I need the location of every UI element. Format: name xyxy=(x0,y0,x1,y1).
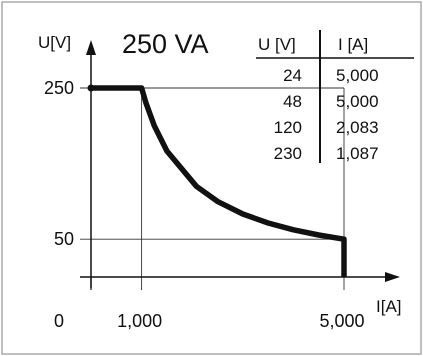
table-cell-current: 5,000 xyxy=(336,66,379,85)
table-cell-voltage: 48 xyxy=(283,92,302,111)
table-cell-voltage: 24 xyxy=(283,66,302,85)
x-tick-label: 1,000 xyxy=(117,311,162,331)
table-cell-voltage: 230 xyxy=(274,144,302,163)
series-start-point xyxy=(87,84,95,92)
y-axis-label: U[V] xyxy=(38,33,71,52)
table-header: U [V] xyxy=(258,35,296,54)
table-cell-current: 2,083 xyxy=(336,118,379,137)
series-layer xyxy=(87,84,347,277)
x-axis-arrow xyxy=(385,272,400,282)
data-table: U [V] I [A] 24 5,000 48 5,000 120 2,083 230 1,087 xyxy=(256,30,414,163)
origin-label: 0 xyxy=(54,311,64,331)
x-axis-label: I[A] xyxy=(376,297,402,316)
y-tick-label: 50 xyxy=(54,229,74,249)
table-cell-voltage: 120 xyxy=(274,118,302,137)
chart-title: 250 VA xyxy=(122,29,209,59)
y-tick-label: 250 xyxy=(44,78,74,98)
tick-labels: 250 50 1,000 5,000 xyxy=(44,78,365,331)
y-axis-arrow xyxy=(86,40,96,55)
x-tick-label: 5,000 xyxy=(319,311,364,331)
table-cell-current: 5,000 xyxy=(336,92,379,111)
table-cell-current: 1,087 xyxy=(336,144,379,163)
series-line xyxy=(91,85,347,277)
table-header: I [A] xyxy=(338,35,368,54)
